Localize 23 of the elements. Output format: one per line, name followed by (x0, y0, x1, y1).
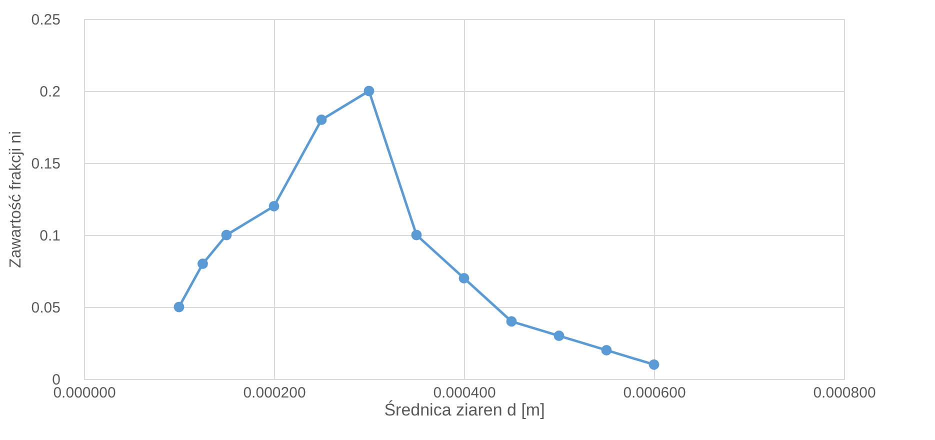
point (411, 230, 422, 240)
y-tick-label: 0.15 (31, 156, 60, 172)
point (174, 302, 184, 312)
y-tick-label: 0.05 (31, 300, 60, 316)
point (458, 272, 470, 284)
point (364, 86, 374, 96)
y-axis-title: Zawartość frakcji ni (7, 131, 24, 268)
point (554, 330, 564, 342)
x-tick-label: 0.000600 (623, 384, 686, 402)
point (601, 344, 612, 356)
point (268, 200, 280, 212)
x-tick-label: 0.000800 (813, 384, 876, 402)
y-tick-label: 0.2 (40, 84, 60, 100)
x-tick-label: 0.000200 (243, 384, 306, 402)
y-tick-label: 0.25 (31, 12, 60, 28)
x-tick-label: 0.000400 (433, 384, 496, 402)
point (648, 359, 660, 370)
x-axis-title: Średnica ziaren d [m] (384, 400, 545, 420)
point (221, 230, 232, 240)
point (316, 114, 327, 126)
point (198, 258, 208, 270)
point (506, 316, 517, 327)
y-tick-label: 0.1 (40, 228, 60, 244)
